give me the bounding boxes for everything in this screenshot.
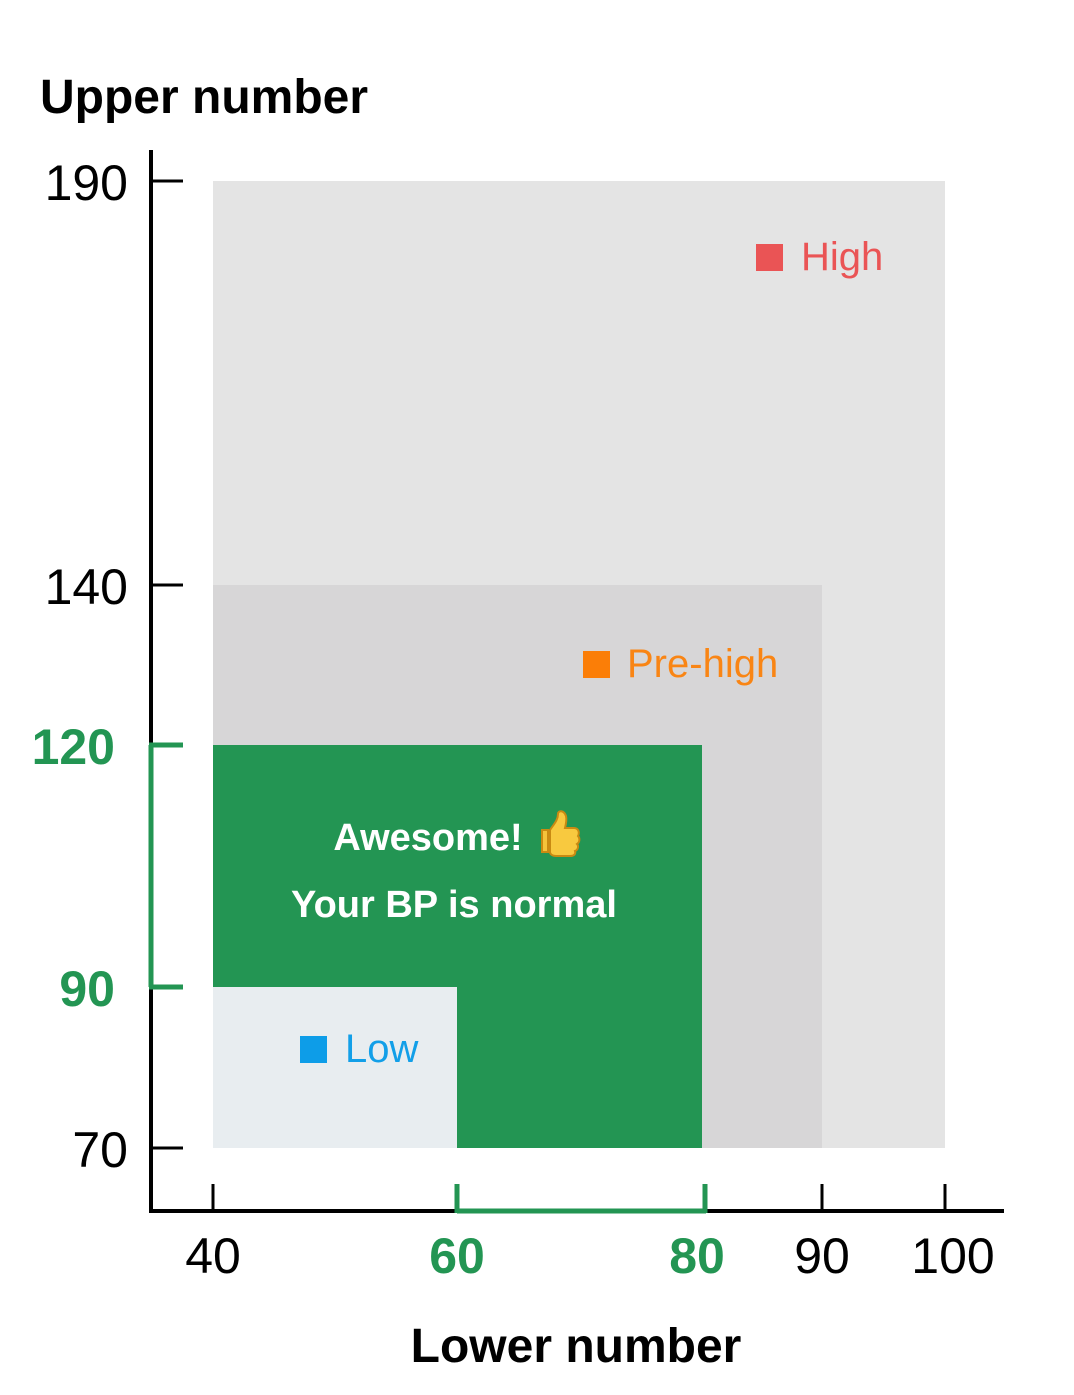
ticks-layer: 70 90 120 140 190 40 60 80 90 100 (32, 155, 995, 1284)
x-axis-title: Lower number (411, 1320, 742, 1373)
thumbs-up-icon (541, 810, 581, 857)
zone-label-low: Low (345, 1027, 418, 1071)
message-line-2: Your BP is normal (291, 884, 617, 926)
highlight-brackets (148, 745, 706, 1214)
y-tick-label-190: 190 (45, 155, 128, 211)
y-tick-label-70: 70 (72, 1122, 128, 1178)
zone-low (213, 987, 457, 1148)
zone-label-high: High (801, 235, 883, 279)
y-tick-label-90: 90 (59, 961, 115, 1017)
y-tick-label-120: 120 (32, 719, 115, 775)
x-tick-label-80: 80 (669, 1228, 725, 1284)
y-tick-label-140: 140 (45, 559, 128, 615)
zone-marker-high (756, 244, 783, 271)
x-tick-label-90: 90 (794, 1228, 850, 1284)
x-tick-label-100: 100 (911, 1228, 994, 1284)
x-tick-label-60: 60 (429, 1228, 485, 1284)
zones-layer (213, 181, 945, 1148)
y-axis-title: Upper number (40, 71, 368, 124)
x-tick-label-40: 40 (185, 1228, 241, 1284)
message-line-1: Awesome! (333, 817, 522, 859)
zone-label-pre-high: Pre-high (627, 642, 778, 686)
zone-marker-pre-high (583, 651, 610, 678)
zone-marker-low (300, 1036, 327, 1063)
zone-labels-layer: High Pre-high Low (300, 235, 883, 1071)
normal-message: Awesome! Your BP is normal (291, 810, 617, 926)
